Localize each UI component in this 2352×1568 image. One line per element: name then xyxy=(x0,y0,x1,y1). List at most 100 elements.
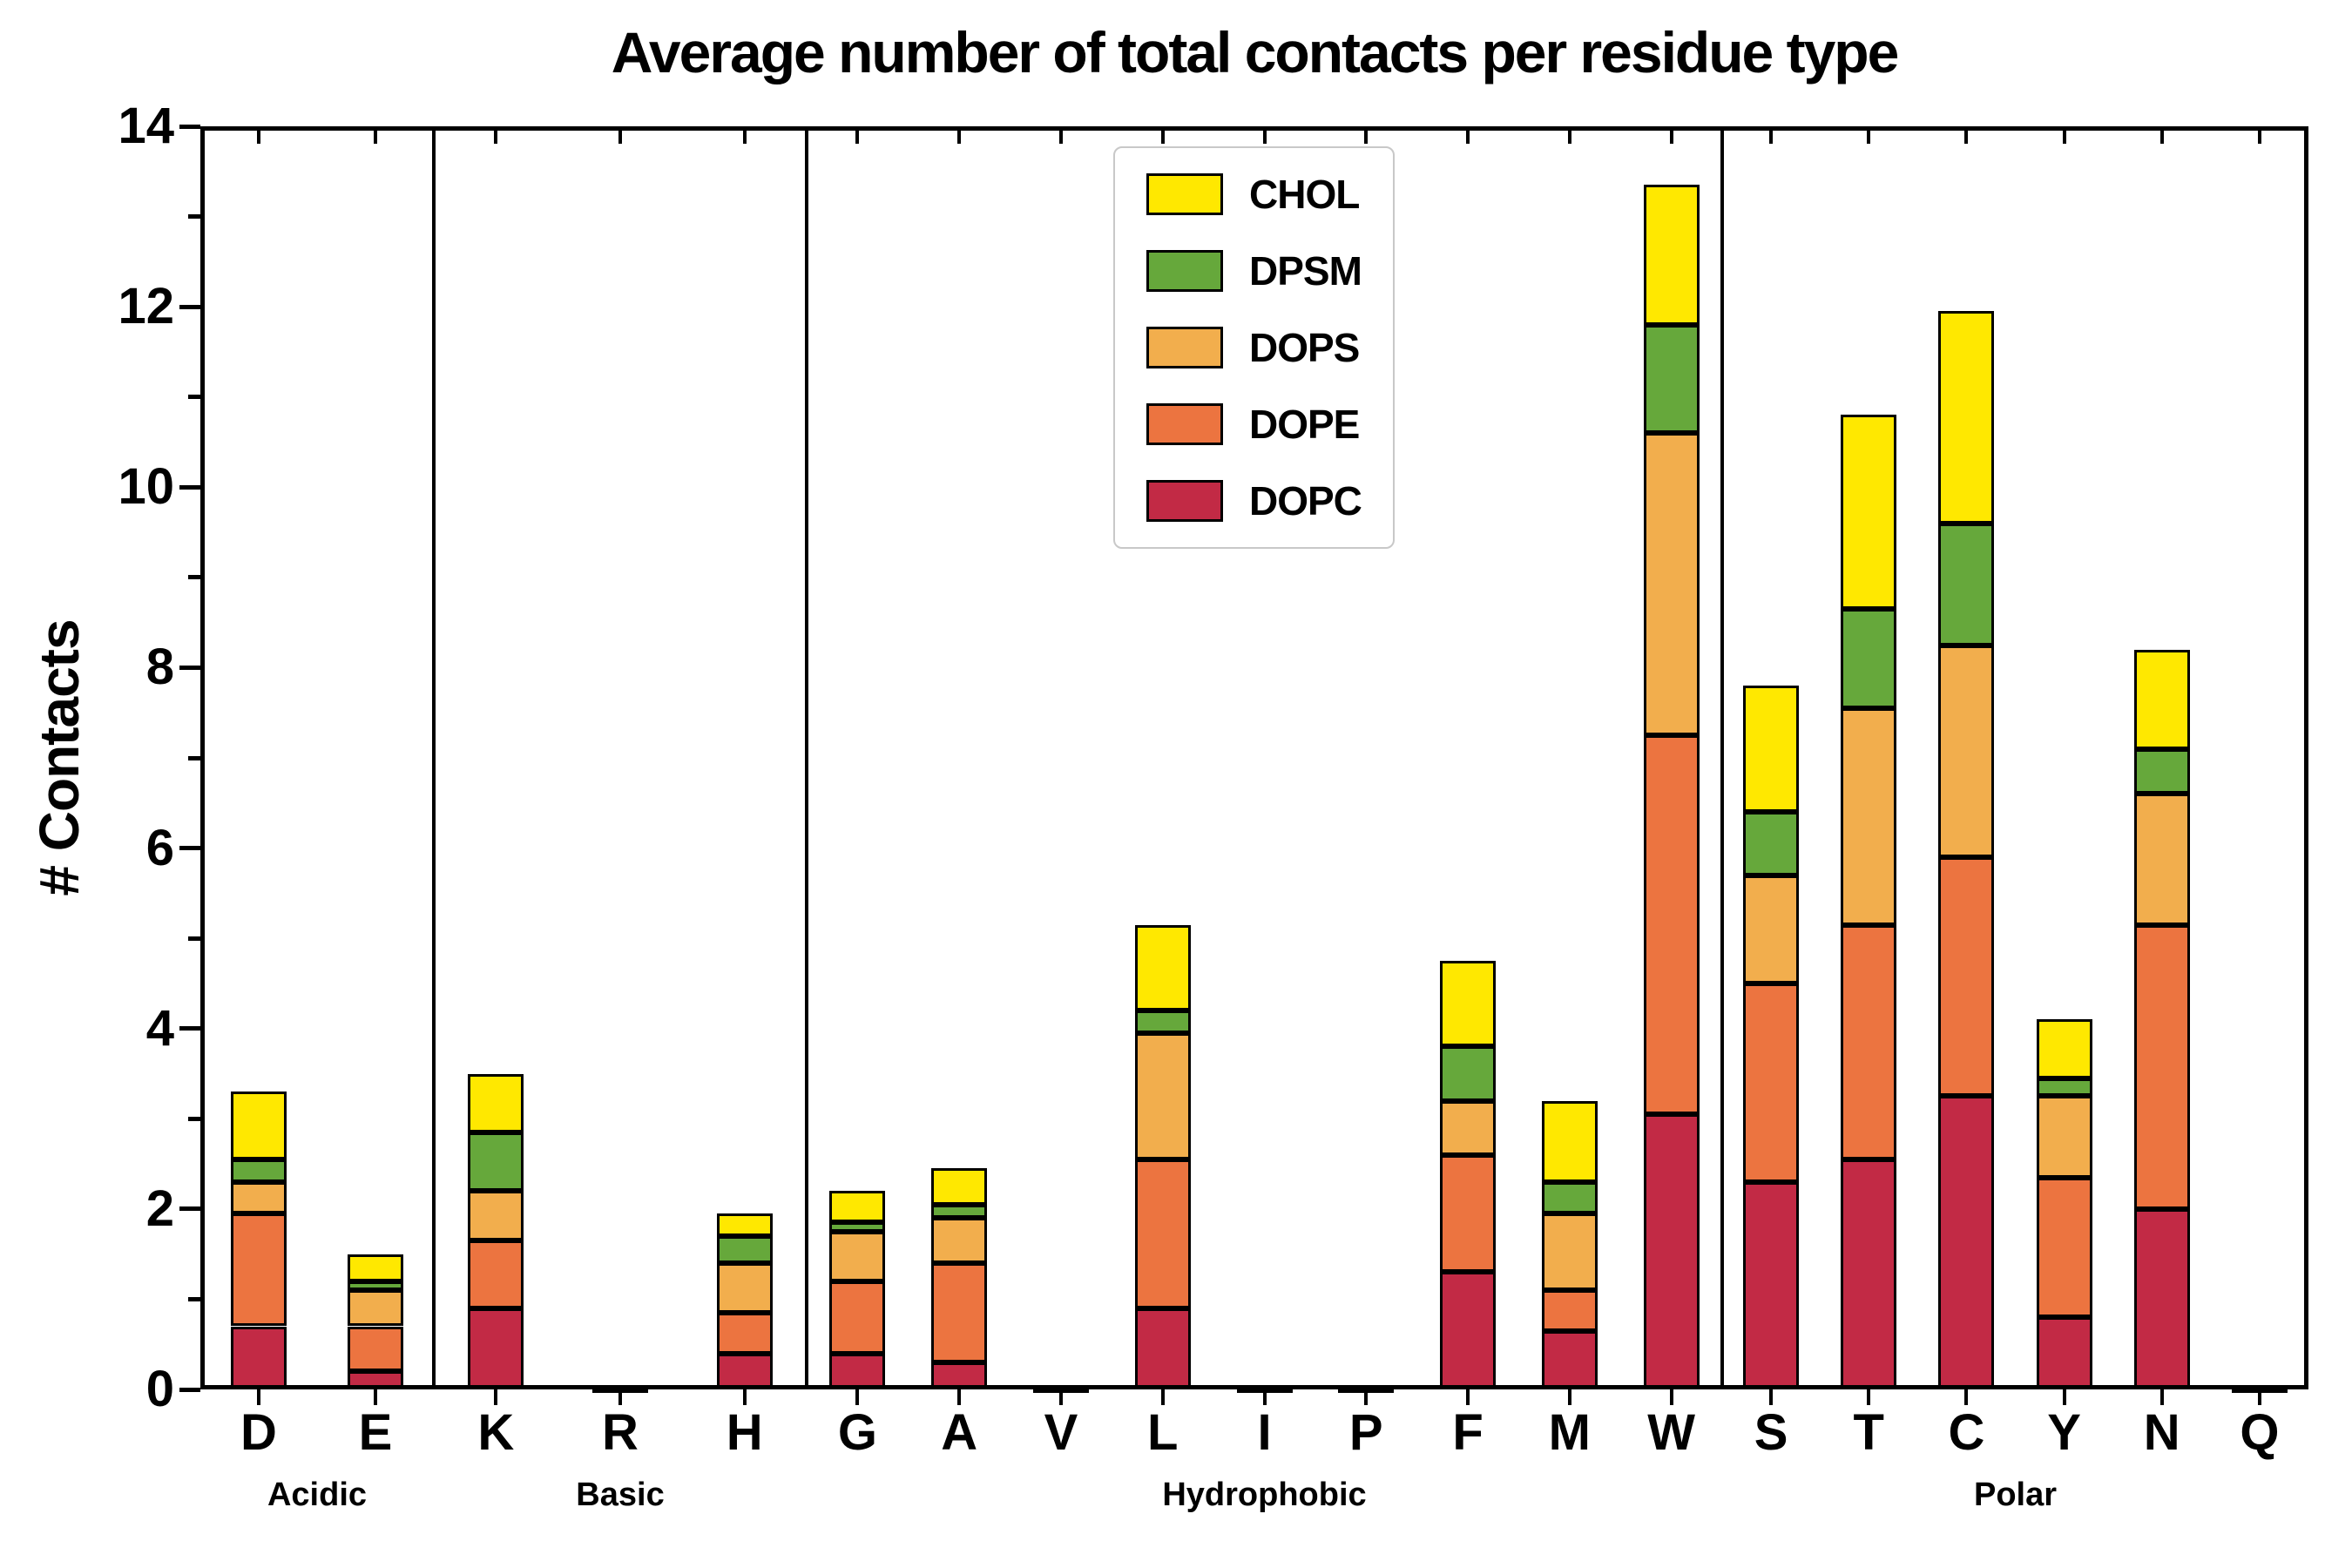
x-tick-top xyxy=(1466,128,1470,144)
x-tick-bottom xyxy=(742,1389,747,1405)
x-tick-bottom xyxy=(374,1389,377,1405)
y-tick xyxy=(179,124,200,129)
bar-segment-K-DOPS xyxy=(468,1191,524,1241)
x-tick-bottom xyxy=(1669,1389,1673,1405)
bar-segment-D-DOPS xyxy=(231,1181,287,1214)
legend-swatch-DPSM xyxy=(1146,250,1223,292)
x-tick-top xyxy=(257,128,260,144)
bar-segment-E-CHOL xyxy=(348,1254,403,1281)
x-category-label: D xyxy=(240,1404,277,1461)
x-tick-top xyxy=(855,128,860,144)
bar-segment-C-DOPC xyxy=(1938,1096,1995,1389)
bar-segment-F-CHOL xyxy=(1440,961,1497,1047)
x-tick-bottom xyxy=(1769,1389,1774,1405)
x-category-label: A xyxy=(941,1404,978,1461)
x-category-label: F xyxy=(1452,1404,1484,1461)
bar-segment-R-DOPC xyxy=(592,1387,648,1393)
bar-segment-F-DOPS xyxy=(1440,1100,1497,1155)
y-tick xyxy=(179,304,200,309)
legend-swatch-DOPE xyxy=(1146,403,1223,445)
bar-segment-A-DOPS xyxy=(931,1218,988,1263)
bar-segment-L-CHOL xyxy=(1134,924,1191,1010)
x-group-label: Acidic xyxy=(267,1477,368,1513)
bar-segment-K-DOPE xyxy=(468,1240,524,1308)
bar-segment-N-DOPS xyxy=(2133,794,2190,925)
bar-segment-W-DPSM xyxy=(1643,324,1700,434)
y-tick xyxy=(179,846,200,851)
bar-segment-H-DOPS xyxy=(716,1263,773,1313)
y-tick-label: 12 xyxy=(118,278,174,335)
x-category-label: E xyxy=(358,1404,393,1461)
bar-segment-D-DOPE xyxy=(231,1213,287,1327)
legend-item-DOPE: DOPE xyxy=(1146,401,1362,448)
group-separator xyxy=(432,126,436,1389)
bar-segment-Y-CHOL xyxy=(2036,1019,2092,1078)
bar-segment-W-CHOL xyxy=(1643,185,1700,325)
bar-segment-T-DOPC xyxy=(1841,1159,1897,1389)
y-tick xyxy=(188,214,200,220)
y-tick xyxy=(179,484,200,490)
bar-segment-M-DOPC xyxy=(1541,1330,1598,1389)
bar-segment-T-DPSM xyxy=(1841,609,1897,709)
bar-segment-G-DOPE xyxy=(829,1281,886,1354)
x-tick-top xyxy=(1769,128,1774,144)
legend-label-DPSM: DPSM xyxy=(1249,248,1362,294)
legend-item-DOPS: DOPS xyxy=(1146,324,1362,371)
bar-segment-E-DOPE xyxy=(348,1326,403,1372)
bar-segment-W-DOPS xyxy=(1643,433,1700,736)
legend-label-CHOL: CHOL xyxy=(1249,172,1360,217)
x-tick-top xyxy=(2062,128,2066,144)
y-tick xyxy=(188,575,200,580)
x-category-label: L xyxy=(1147,1404,1179,1461)
x-category-label: Y xyxy=(2047,1404,2081,1461)
x-tick-bottom xyxy=(1262,1389,1267,1405)
x-tick-bottom xyxy=(618,1389,622,1405)
bar-segment-N-DPSM xyxy=(2133,748,2190,794)
bar-segment-S-DPSM xyxy=(1743,812,1800,875)
y-tick-label: 0 xyxy=(145,1361,174,1417)
x-category-label: P xyxy=(1348,1404,1383,1461)
x-tick-top xyxy=(1364,128,1369,144)
y-tick xyxy=(179,1026,200,1031)
bar-segment-N-DOPE xyxy=(2133,924,2190,1209)
bar-segment-S-DOPE xyxy=(1743,983,1800,1182)
x-group-label: Basic xyxy=(576,1477,665,1513)
x-tick-top xyxy=(1964,128,1969,144)
bar-segment-S-DOPC xyxy=(1743,1181,1800,1389)
legend-label-DOPE: DOPE xyxy=(1249,402,1360,447)
bar-segment-V-DOPC xyxy=(1032,1387,1089,1393)
legend-swatch-DOPC xyxy=(1146,480,1223,522)
x-tick-top xyxy=(1867,128,1871,144)
bar-segment-C-DOPS xyxy=(1938,645,1995,857)
x-tick-bottom xyxy=(1160,1389,1165,1405)
x-tick-top xyxy=(618,128,622,144)
y-tick-label: 2 xyxy=(145,1179,174,1237)
x-tick-bottom xyxy=(2159,1389,2164,1405)
bar-segment-G-DOPC xyxy=(829,1353,886,1389)
x-tick-top xyxy=(494,128,498,144)
x-tick-top xyxy=(2257,128,2261,144)
x-tick-bottom xyxy=(1466,1389,1470,1405)
y-tick-label: 8 xyxy=(145,639,174,696)
bar-segment-L-DOPE xyxy=(1134,1159,1191,1308)
bar-segment-M-DPSM xyxy=(1541,1181,1598,1214)
bar-segment-A-CHOL xyxy=(931,1168,988,1205)
bar-segment-Y-DPSM xyxy=(2036,1078,2092,1097)
group-separator xyxy=(1720,126,1724,1389)
bar-segment-Y-DOPC xyxy=(2036,1317,2092,1389)
bar-segment-G-DPSM xyxy=(829,1222,886,1232)
bar-segment-W-DOPC xyxy=(1643,1114,1700,1389)
bar-segment-M-DOPE xyxy=(1541,1290,1598,1331)
y-tick-label: 6 xyxy=(145,819,174,876)
bar-segment-M-CHOL xyxy=(1541,1100,1598,1182)
x-category-label: I xyxy=(1257,1404,1272,1461)
x-tick-top xyxy=(2159,128,2164,144)
bar-segment-H-DOPC xyxy=(716,1353,773,1389)
legend-label-DOPS: DOPS xyxy=(1249,325,1360,370)
bar-segment-H-DOPE xyxy=(716,1312,773,1354)
bar-segment-Y-DOPE xyxy=(2036,1177,2092,1318)
bar-segment-F-DOPE xyxy=(1440,1154,1497,1273)
y-tick xyxy=(188,1116,200,1121)
x-tick-bottom xyxy=(957,1389,962,1405)
